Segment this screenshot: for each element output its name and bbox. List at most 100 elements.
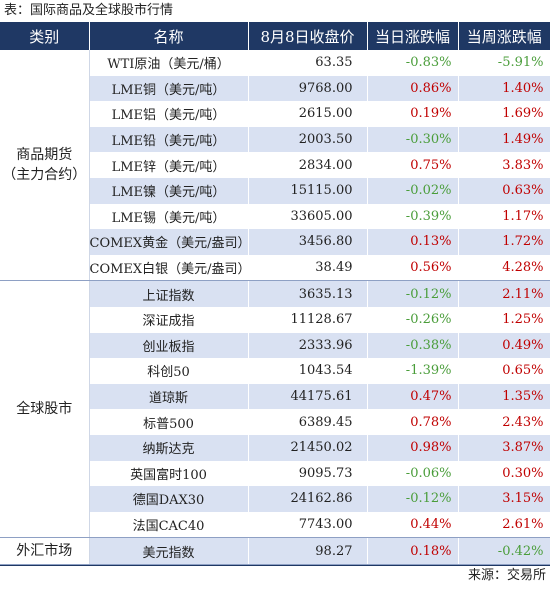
name-cell: 德国DAX30 xyxy=(89,486,249,512)
name-cell: 英国富时100 xyxy=(89,460,249,487)
day-change-cell: -0.83% xyxy=(367,50,459,76)
close-price-cell: 44175.61 xyxy=(248,383,368,410)
week-change-cell: 1.25% xyxy=(458,306,550,333)
table-row: LME锌（美元/吨） 2834.00 0.75% 3.83% xyxy=(0,152,550,178)
day-change-cell: -0.12% xyxy=(367,486,459,512)
table-row: 标普500 6389.45 0.78% 2.43% xyxy=(0,409,550,435)
week-change-cell: 2.61% xyxy=(458,511,550,539)
table-row: LME铝（美元/吨） 2615.00 0.19% 1.69% xyxy=(0,101,550,127)
close-price-cell: 3635.13 xyxy=(248,280,368,307)
name-cell: LME锌（美元/吨） xyxy=(89,152,249,178)
close-price-cell: 98.27 xyxy=(248,537,368,565)
close-price-cell: 6389.45 xyxy=(248,409,368,435)
market-table: 类别 名称 8月8日收盘价 当日涨跌幅 当周涨跌幅 商品期货 （主力合约） WTI… xyxy=(0,22,550,565)
table-body: 商品期货 （主力合约） WTI原油（美元/桶） 63.35 -0.83% -5.91% L… xyxy=(0,50,550,565)
close-price-cell: 33605.00 xyxy=(248,203,368,230)
header-row: 类别 名称 8月8日收盘价 当日涨跌幅 当周涨跌幅 xyxy=(0,22,550,50)
table-row: LME铜（美元/吨） 9768.00 0.86% 1.40% xyxy=(0,75,550,102)
week-change-cell: 3.87% xyxy=(458,434,550,461)
header-day-change: 当日涨跌幅 xyxy=(367,22,459,50)
name-cell: COMEX白银（美元/盎司） xyxy=(89,254,249,282)
name-cell: LME铝（美元/吨） xyxy=(89,101,249,127)
close-price-cell: 1043.54 xyxy=(248,358,368,384)
week-change-cell: 3.83% xyxy=(458,152,550,178)
close-price-cell: 11128.67 xyxy=(248,306,368,333)
table-row: 道琼斯 44175.61 0.47% 1.35% xyxy=(0,383,550,410)
table-row: 法国CAC40 7743.00 0.44% 2.61% xyxy=(0,511,550,539)
header-close: 8月8日收盘价 xyxy=(248,22,368,50)
close-price-cell: 9095.73 xyxy=(248,460,368,487)
name-cell: COMEX黄金（美元/盎司） xyxy=(89,229,249,255)
day-change-cell: 0.19% xyxy=(367,101,459,127)
table-row: 外汇市场 美元指数 98.27 0.18% -0.42% xyxy=(0,537,550,565)
day-change-cell: -0.38% xyxy=(367,332,459,359)
close-price-cell: 2003.50 xyxy=(248,126,368,153)
week-change-cell: 1.69% xyxy=(458,101,550,127)
table-row: 德国DAX30 24162.86 -0.12% 3.15% xyxy=(0,486,550,512)
name-cell: 标普500 xyxy=(89,409,249,435)
day-change-cell: -1.39% xyxy=(367,358,459,384)
category-cell: 全球股市 xyxy=(0,280,90,539)
day-change-cell: -0.30% xyxy=(367,126,459,153)
day-change-cell: -0.26% xyxy=(367,306,459,333)
day-change-cell: 0.86% xyxy=(367,75,459,102)
day-change-cell: 0.44% xyxy=(367,511,459,539)
table-row: 科创50 1043.54 -1.39% 0.65% xyxy=(0,358,550,384)
day-change-cell: -0.02% xyxy=(367,177,459,204)
day-change-cell: 0.78% xyxy=(367,409,459,435)
name-cell: 法国CAC40 xyxy=(89,511,249,539)
week-change-cell: 1.35% xyxy=(458,383,550,410)
day-change-cell: -0.39% xyxy=(367,203,459,230)
header-name: 名称 xyxy=(89,22,249,50)
week-change-cell: -0.42% xyxy=(458,537,550,565)
close-price-cell: 2333.96 xyxy=(248,332,368,359)
table-row: 纳斯达克 21450.02 0.98% 3.87% xyxy=(0,434,550,461)
day-change-cell: 0.18% xyxy=(367,537,459,565)
close-price-cell: 9768.00 xyxy=(248,75,368,102)
table-row: 英国富时100 9095.73 -0.06% 0.30% xyxy=(0,460,550,487)
table-caption: 表：国际商品及全球股市行情 xyxy=(4,3,174,18)
close-price-cell: 21450.02 xyxy=(248,434,368,461)
day-change-cell: 0.75% xyxy=(367,152,459,178)
name-cell: LME锡（美元/吨） xyxy=(89,203,249,230)
close-price-cell: 3456.80 xyxy=(248,229,368,255)
week-change-cell: 1.17% xyxy=(458,203,550,230)
name-cell: 上证指数 xyxy=(89,280,249,307)
table-row: COMEX白银（美元/盎司） 38.49 0.56% 4.28% xyxy=(0,254,550,282)
table-row: COMEX黄金（美元/盎司） 3456.80 0.13% 1.72% xyxy=(0,229,550,255)
day-change-cell: 0.47% xyxy=(367,383,459,410)
day-change-cell: 0.56% xyxy=(367,254,459,282)
table-row: 商品期货 （主力合约） WTI原油（美元/桶） 63.35 -0.83% -5.91% xyxy=(0,50,550,282)
name-cell: 美元指数 xyxy=(89,537,249,565)
name-cell: 深证成指 xyxy=(89,306,249,333)
week-change-cell: 4.28% xyxy=(458,254,550,282)
name-cell: LME铜（美元/吨） xyxy=(89,75,249,102)
name-cell: 科创50 xyxy=(89,358,249,384)
week-change-cell: 0.30% xyxy=(458,460,550,487)
header-category: 类别 xyxy=(0,22,90,50)
table-row: LME铅（美元/吨） 2003.50 -0.30% 1.49% xyxy=(0,126,550,153)
week-change-cell: 2.43% xyxy=(458,409,550,435)
week-change-cell: 0.49% xyxy=(458,332,550,359)
close-price-cell: 2615.00 xyxy=(248,101,368,127)
close-price-cell: 38.49 xyxy=(248,254,368,282)
close-price-cell: 24162.86 xyxy=(248,486,368,512)
table-row: 创业板指 2333.96 -0.38% 0.49% xyxy=(0,332,550,359)
close-price-cell: 15115.00 xyxy=(248,177,368,204)
name-cell: 纳斯达克 xyxy=(89,434,249,461)
name-cell: LME铅（美元/吨） xyxy=(89,126,249,153)
table-row: LME镍（美元/吨） 15115.00 -0.02% 0.63% xyxy=(0,177,550,204)
table-row: 全球股市 上证指数 3635.13 -0.12% 2.11% xyxy=(0,280,550,539)
source-note: 来源：交易所 xyxy=(0,564,550,586)
week-change-cell: 3.15% xyxy=(458,486,550,512)
close-price-cell: 63.35 xyxy=(248,50,368,76)
day-change-cell: -0.06% xyxy=(367,460,459,487)
day-change-cell: -0.12% xyxy=(367,280,459,307)
week-change-cell: 0.63% xyxy=(458,177,550,204)
week-change-cell: 0.65% xyxy=(458,358,550,384)
close-price-cell: 7743.00 xyxy=(248,511,368,539)
close-price-cell: 2834.00 xyxy=(248,152,368,178)
week-change-cell: 1.49% xyxy=(458,126,550,153)
name-cell: WTI原油（美元/桶） xyxy=(89,50,249,76)
week-change-cell: 1.40% xyxy=(458,75,550,102)
